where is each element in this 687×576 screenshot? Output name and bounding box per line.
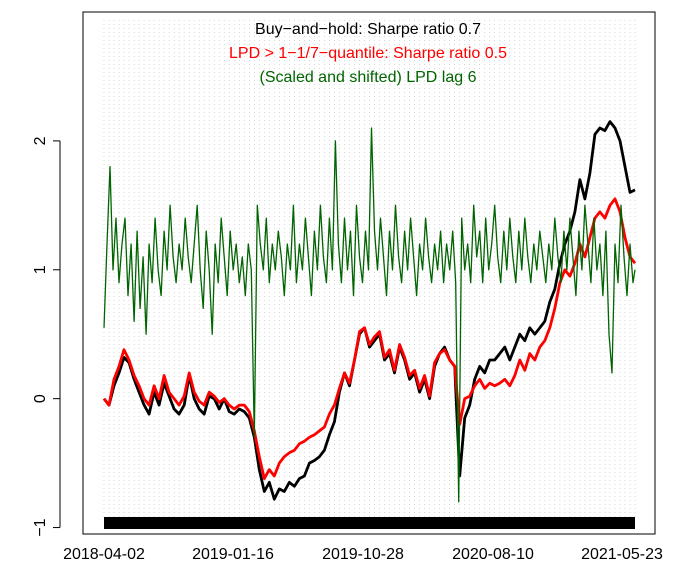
x-tick-label: 2019-10-28 [322, 546, 404, 563]
series-line-3 [103, 127, 636, 503]
title-line-3: (Scaled and shifted) LPD lag 6 [259, 69, 476, 86]
x-tick-label: 2020-08-10 [452, 546, 534, 563]
vertical-gridlines [103, 20, 636, 517]
series-layer [102, 120, 637, 503]
date-band [104, 517, 635, 529]
y-axis: −1 0 1 2 [32, 136, 61, 537]
y-tick-label: 2 [32, 136, 49, 145]
x-tick-label: 2021-05-23 [581, 546, 663, 563]
title-line-1: Buy−and−hold: Sharpe ratio 0.7 [255, 21, 481, 38]
y-tick-label: −1 [32, 518, 49, 536]
y-tick-label: 0 [32, 394, 49, 403]
title-line-2: LPD > 1−1/7−quantile: Sharpe ratio 0.5 [229, 45, 507, 62]
x-tick-label: 2019-01-16 [192, 546, 274, 563]
series-line-2 [102, 197, 637, 480]
y-tick-label: 1 [32, 265, 49, 274]
x-axis: 2018-04-02 2019-01-16 2019-10-28 2020-08-10… [63, 546, 663, 563]
x-tick-label: 2018-04-02 [63, 546, 145, 563]
plot-frame [82, 11, 656, 535]
chart-title: Buy−and−hold: Sharpe ratio 0.7 LPD > 1−1/… [229, 21, 507, 86]
